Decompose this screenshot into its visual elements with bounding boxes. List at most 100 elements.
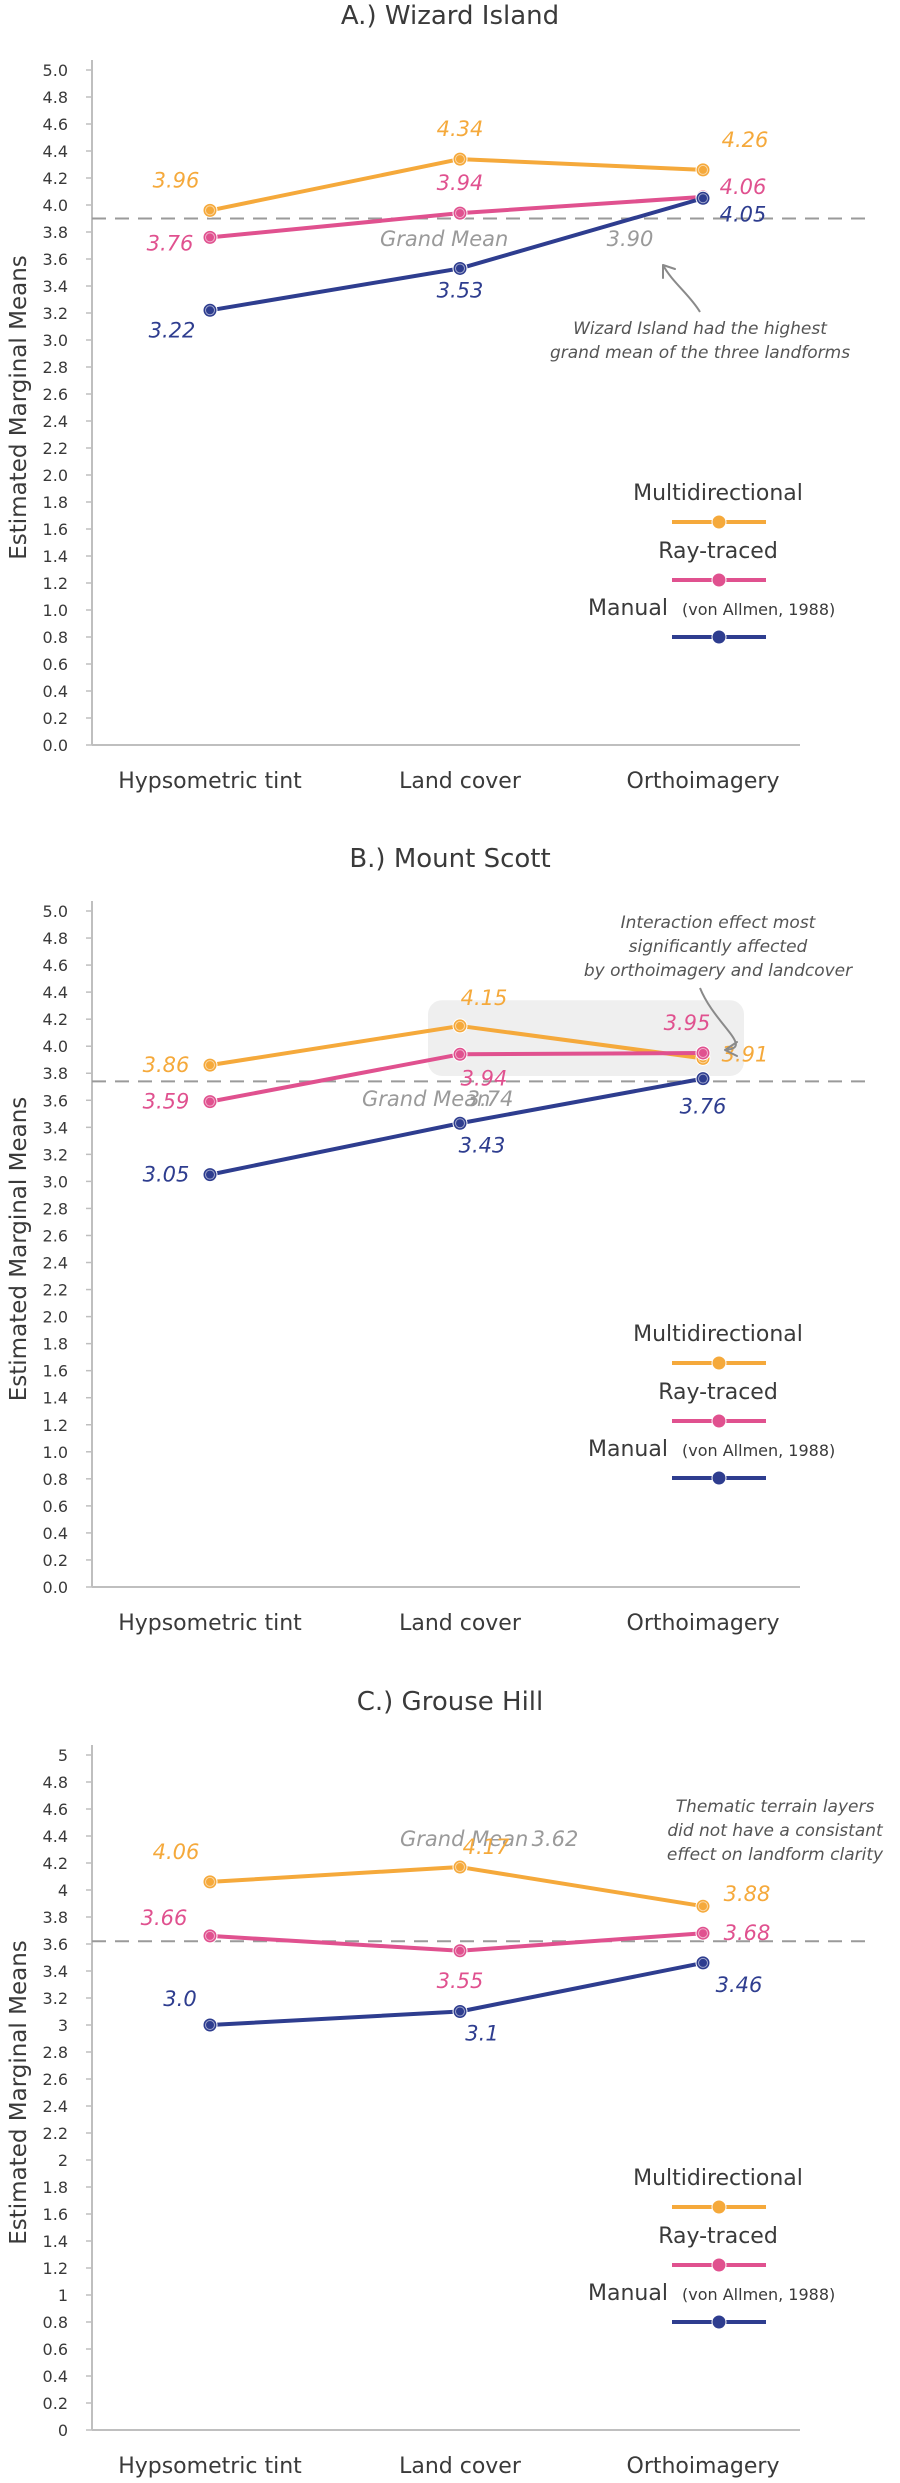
y-tick-label: 1.4 bbox=[43, 547, 68, 566]
y-tick-label: 0.8 bbox=[43, 628, 68, 647]
y-tick-label: 1.4 bbox=[43, 2232, 68, 2251]
y-tick-label: 0.4 bbox=[43, 1524, 68, 1543]
data-point-ring bbox=[455, 1945, 465, 1956]
y-tick-label: 3.4 bbox=[43, 1962, 68, 1981]
y-tick-label: 2.8 bbox=[43, 1199, 68, 1218]
y-tick-label: 0.6 bbox=[43, 655, 68, 674]
data-label-raytraced: 4.06 bbox=[720, 175, 767, 199]
y-tick-label: 1.8 bbox=[43, 1335, 68, 1354]
annotation-arrow bbox=[662, 264, 701, 313]
y-tick-label: 4.0 bbox=[43, 1037, 68, 1056]
legend: Multidirectional Ray-traced Manual (von All… bbox=[588, 1322, 835, 1486]
y-tick-label: 4.6 bbox=[43, 115, 68, 134]
data-point-ring bbox=[205, 232, 215, 243]
grand-mean-label: Grand Mean bbox=[362, 1087, 490, 1111]
data-point-ring bbox=[205, 1876, 215, 1887]
data-label-multidirectional: 3.91 bbox=[722, 1042, 769, 1066]
y-tick-label: 4.4 bbox=[43, 1827, 68, 1846]
data-point-ring bbox=[205, 1096, 215, 1107]
data-label-raytraced: 3.94 bbox=[461, 1066, 508, 1090]
data-label-multidirectional: 3.88 bbox=[724, 1882, 771, 1906]
y-tick-label: 1.4 bbox=[43, 1389, 68, 1408]
legend-swatch-point-manual bbox=[711, 2314, 727, 2330]
data-point-ring bbox=[698, 164, 708, 175]
data-point-ring bbox=[205, 1930, 215, 1941]
data-point-ring bbox=[455, 154, 465, 165]
data-point-ring bbox=[698, 1073, 708, 1084]
legend-swatch-point-raytraced bbox=[711, 1413, 727, 1429]
data-label-manual: 3.76 bbox=[680, 1095, 727, 1119]
y-tick-label: 3.4 bbox=[43, 1118, 68, 1137]
y-tick-label: 1.6 bbox=[43, 2205, 68, 2224]
chart-panel-3: C.) Grouse Hill Estimated Marginal Means 0… bbox=[6, 1687, 884, 2479]
annotation-text: effect on landform clarity bbox=[667, 1845, 884, 1865]
data-label-manual: 3.0 bbox=[163, 1987, 196, 2011]
y-axis-label: Estimated Marginal Means bbox=[6, 1940, 32, 2245]
data-point-ring bbox=[455, 1020, 465, 1031]
y-tick-label: 0.8 bbox=[43, 2313, 68, 2332]
y-tick-label: 4.2 bbox=[43, 169, 68, 188]
x-tick-label: Land cover bbox=[399, 2454, 522, 2479]
data-label-multidirectional: 3.86 bbox=[143, 1053, 190, 1077]
legend-swatch-point-manual bbox=[711, 629, 727, 645]
y-tick-label: 2.6 bbox=[43, 385, 68, 404]
data-point-ring bbox=[455, 263, 465, 274]
y-tick-label: 1.8 bbox=[43, 493, 68, 512]
y-tick-label: 0 bbox=[58, 2421, 68, 2440]
y-axis-label: Estimated Marginal Means bbox=[6, 1097, 32, 1402]
y-tick-label: 3.6 bbox=[43, 1091, 68, 1110]
legend-swatch-point-raytraced bbox=[711, 572, 727, 588]
data-point-ring bbox=[698, 1047, 708, 1058]
grand-mean-value: 3.90 bbox=[607, 227, 654, 251]
y-tick-label: 3.2 bbox=[43, 1989, 68, 2008]
y-tick-label: 1.2 bbox=[43, 574, 68, 593]
chart-panel-1: A.) Wizard Island Estimated Marginal Mean… bbox=[6, 1, 870, 794]
y-tick-label: 2.4 bbox=[43, 2097, 68, 2116]
y-tick-label: 1.0 bbox=[43, 1443, 68, 1462]
y-tick-label: 3.8 bbox=[43, 1064, 68, 1083]
x-tick-label: Orthoimagery bbox=[627, 769, 780, 794]
y-tick-label: 1.2 bbox=[43, 2259, 68, 2278]
legend-label-manual: Manual bbox=[588, 596, 668, 621]
annotation-text: Interaction effect most bbox=[621, 913, 817, 933]
y-tick-label: 4.4 bbox=[43, 983, 68, 1002]
y-tick-label: 3.8 bbox=[43, 223, 68, 242]
y-tick-label: 2 bbox=[58, 2151, 68, 2170]
y-tick-label: 1.6 bbox=[43, 1362, 68, 1381]
data-label-raytraced: 3.95 bbox=[664, 1011, 711, 1035]
data-label-raytraced: 3.76 bbox=[147, 231, 194, 255]
y-tick-label: 3.4 bbox=[43, 277, 68, 296]
data-label-manual: 4.05 bbox=[720, 202, 767, 226]
x-tick-label: Hypsometric tint bbox=[118, 1611, 302, 1636]
legend-swatch-point-raytraced bbox=[711, 2257, 727, 2273]
data-label-multidirectional: 4.26 bbox=[722, 128, 769, 152]
y-tick-label: 4 bbox=[58, 1881, 68, 1900]
y-tick-label: 2.2 bbox=[43, 1281, 68, 1300]
chart-title: B.) Mount Scott bbox=[349, 844, 550, 874]
y-tick-label: 3.2 bbox=[43, 1145, 68, 1164]
x-tick-label: Land cover bbox=[399, 1611, 522, 1636]
y-tick-label: 3.2 bbox=[43, 304, 68, 323]
y-tick-label: 5.0 bbox=[43, 902, 68, 921]
legend-label-raytraced: Ray-traced bbox=[658, 539, 778, 564]
y-tick-label: 1.2 bbox=[43, 1416, 68, 1435]
y-tick-label: 0.4 bbox=[43, 2367, 68, 2386]
data-point-ring bbox=[698, 1901, 708, 1912]
y-tick-label: 0.0 bbox=[43, 1578, 68, 1597]
y-tick-label: 4.8 bbox=[43, 1773, 68, 1792]
y-tick-label: 1.6 bbox=[43, 520, 68, 539]
annotation-text: did not have a consistant bbox=[667, 1821, 884, 1841]
x-tick-label: Land cover bbox=[399, 769, 522, 794]
y-tick-label: 2.0 bbox=[43, 1308, 68, 1327]
y-tick-label: 3.0 bbox=[43, 331, 68, 350]
y-tick-label: 2.2 bbox=[43, 2124, 68, 2143]
legend-swatch-point-multidirectional bbox=[711, 1355, 727, 1371]
data-label-raytraced: 3.59 bbox=[143, 1090, 190, 1114]
y-tick-label: 0.0 bbox=[43, 736, 68, 755]
data-label-manual: 3.05 bbox=[143, 1163, 190, 1187]
annotation-text: Thematic terrain layers bbox=[676, 1797, 875, 1817]
y-tick-label: 4.2 bbox=[43, 1854, 68, 1873]
y-tick-label: 2.8 bbox=[43, 358, 68, 377]
y-tick-label: 4.0 bbox=[43, 196, 68, 215]
